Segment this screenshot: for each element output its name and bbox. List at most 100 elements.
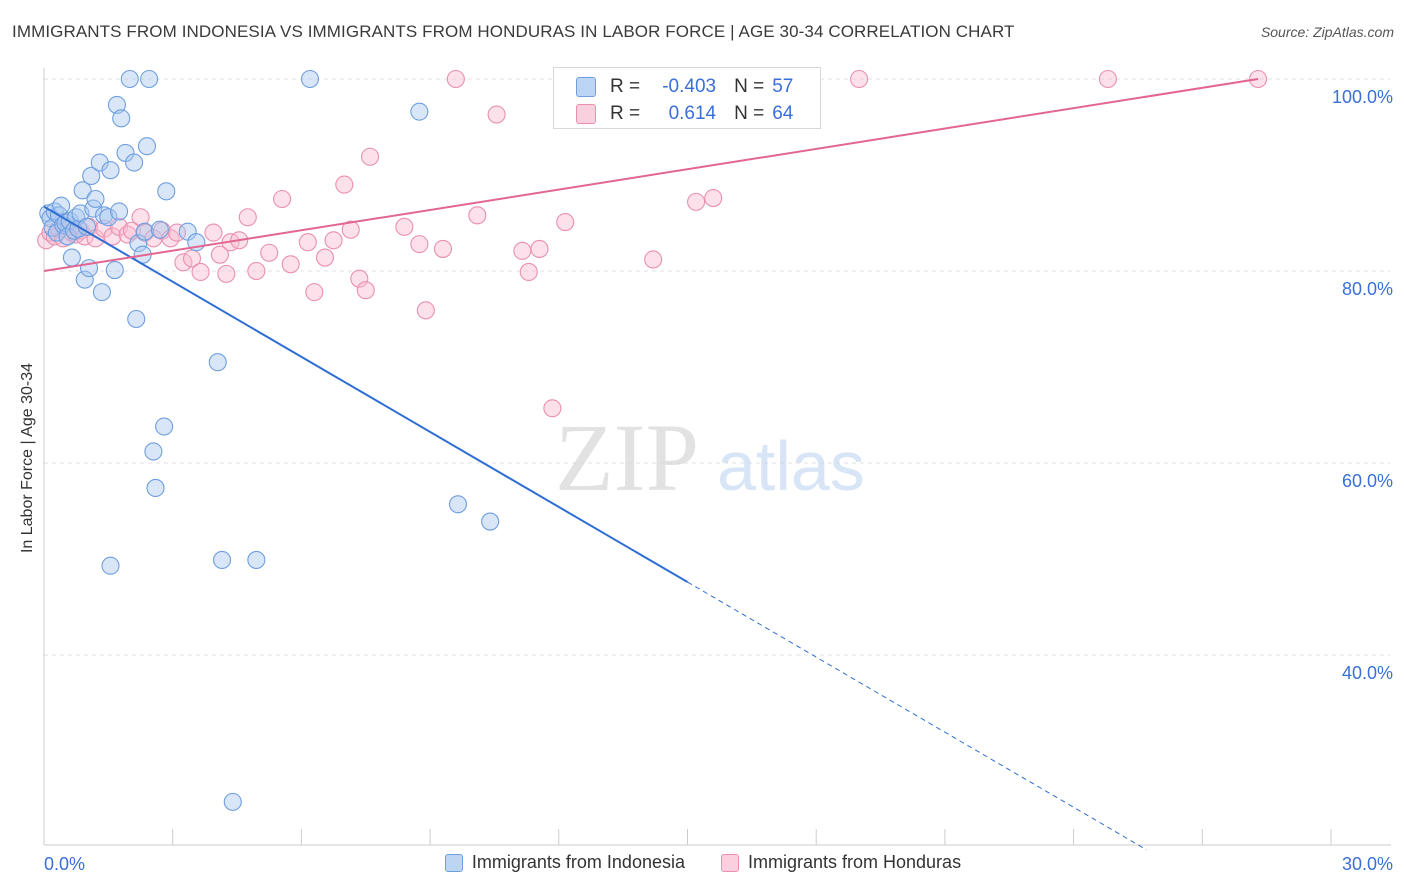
honduras-point [687, 192, 706, 211]
indonesia-point [101, 161, 120, 180]
honduras-point [543, 399, 562, 418]
indonesia-point [52, 196, 71, 215]
legend-swatch-honduras [721, 853, 739, 872]
indonesia-point [135, 222, 154, 241]
honduras-point [335, 175, 354, 194]
honduras-n-value: 64 [772, 103, 794, 124]
honduras-swatch [576, 104, 596, 124]
stats-legend: R = -0.403 N = 57 R = 0.614 N = 64 [553, 67, 821, 129]
y-tick-label: 100.0% [1332, 87, 1393, 107]
indonesia-point [127, 309, 146, 329]
honduras-point [704, 188, 723, 208]
honduras-point [556, 212, 575, 232]
indonesia-r-value: -0.403 [662, 76, 717, 97]
series-legend: Immigrants from Indonesia Immigrants fro… [0, 852, 1406, 873]
stats-row-honduras: R = 0.614 N = 64 [576, 101, 793, 127]
indonesia-point [101, 556, 120, 575]
indonesia-point [140, 69, 159, 89]
honduras-point [360, 147, 380, 166]
honduras-point [644, 250, 663, 269]
legend-entry-honduras[interactable]: Immigrants from Honduras [721, 852, 961, 873]
honduras-point [356, 281, 375, 300]
honduras-point [446, 69, 465, 89]
indonesia-point [448, 495, 468, 514]
indonesia-n-label: N = [734, 76, 765, 97]
legend-swatch-indonesia [444, 853, 463, 872]
honduras-point [850, 69, 869, 89]
indonesia-trend-line [43, 205, 689, 583]
indonesia-point [223, 792, 242, 811]
honduras-point [103, 227, 122, 246]
honduras-point [513, 241, 532, 260]
indonesia-r-label: R = [610, 76, 641, 97]
honduras-point [468, 206, 487, 225]
indonesia-point [73, 181, 92, 200]
chart-title: IMMIGRANTS FROM INDONESIA VS IMMIGRANTS … [12, 22, 1015, 41]
indonesia-point [157, 182, 176, 201]
indonesia-point [62, 248, 81, 267]
honduras-point [204, 223, 223, 242]
honduras-point [519, 262, 538, 282]
honduras-point [416, 301, 435, 320]
indonesia-trend-extension [687, 581, 1147, 851]
honduras-point [210, 245, 229, 264]
honduras-point [260, 243, 279, 262]
indonesia-point [120, 69, 139, 89]
indonesia-point [99, 208, 118, 227]
honduras-point [315, 248, 335, 267]
y-axis-label: In Labor Force | Age 30-34 [19, 362, 36, 554]
stats-row-indonesia: R = -0.403 N = 57 [576, 74, 793, 100]
legend-label-indonesia: Immigrants from Indonesia [471, 852, 685, 872]
points-layer [37, 69, 1268, 811]
indonesia-point [212, 550, 232, 570]
trend-layer [43, 78, 1259, 851]
indonesia-point [155, 417, 174, 436]
honduras-point [273, 189, 292, 209]
honduras-point [305, 283, 324, 302]
indonesia-n-value: 57 [772, 76, 794, 97]
legend-entry-indonesia[interactable]: Immigrants from Indonesia [444, 852, 685, 873]
indonesia-point [146, 478, 165, 498]
x-tick-label: 30.0% [1342, 854, 1393, 874]
indonesia-point [137, 137, 157, 156]
indonesia-point [82, 166, 101, 186]
legend-label-honduras: Immigrants from Honduras [748, 852, 962, 872]
indonesia-point [92, 283, 111, 302]
axes-layer [43, 68, 1391, 846]
honduras-n-label: N = [734, 103, 765, 124]
indonesia-point [125, 153, 144, 172]
watermark: ZIP atlas [555, 404, 865, 511]
honduras-r-label: R = [610, 103, 641, 124]
indonesia-point [208, 353, 227, 372]
indonesia-point [410, 102, 429, 121]
honduras-point [1098, 69, 1117, 89]
indonesia-point [144, 442, 163, 461]
watermark-atlas: atlas [717, 427, 865, 505]
honduras-point [298, 233, 317, 252]
honduras-point [174, 253, 193, 272]
source-credit: Source: ZipAtlas.com [1260, 24, 1394, 40]
tick-label-layer: 100.0% 80.0% 60.0% 40.0% 0.0% 30.0% [44, 87, 1393, 874]
honduras-point [341, 220, 360, 239]
honduras-point [395, 217, 414, 236]
indonesia-point [129, 234, 148, 253]
indonesia-point [247, 550, 266, 570]
honduras-point [281, 255, 300, 274]
y-tick-label: 80.0% [1342, 279, 1393, 299]
indonesia-point [105, 260, 124, 280]
indonesia-point [110, 202, 129, 221]
y-tick-label: 60.0% [1342, 471, 1393, 491]
indonesia-point [86, 189, 105, 209]
indonesia-point [300, 69, 320, 89]
indonesia-point [107, 95, 126, 114]
honduras-point [191, 262, 210, 282]
honduras-point [433, 239, 453, 258]
indonesia-point [112, 109, 131, 128]
honduras-point [530, 239, 549, 258]
honduras-point [217, 264, 236, 283]
honduras-point [247, 261, 266, 281]
indonesia-swatch [576, 77, 596, 97]
indonesia-point [75, 270, 94, 289]
honduras-point [238, 208, 257, 227]
